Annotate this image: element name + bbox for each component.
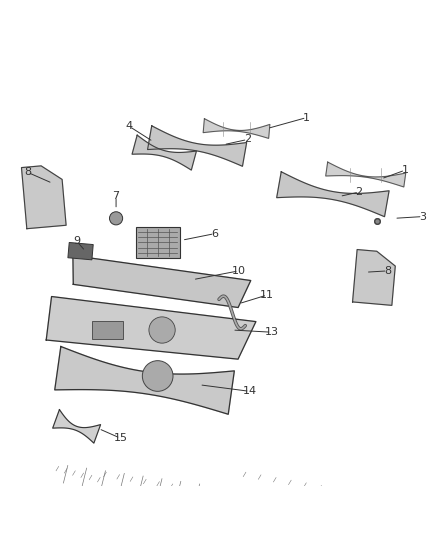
Text: 1: 1 [402,165,409,175]
Text: 3: 3 [419,212,426,222]
Polygon shape [73,255,251,308]
Bar [136,227,180,258]
Text: 4: 4 [126,122,133,131]
Text: 13: 13 [265,327,279,337]
Text: 14: 14 [243,386,257,397]
Circle shape [110,212,123,225]
Text: 8: 8 [384,266,391,276]
Polygon shape [46,296,256,359]
Circle shape [142,361,173,391]
Polygon shape [148,126,247,166]
Text: 2: 2 [244,134,251,144]
Polygon shape [132,135,196,170]
Polygon shape [203,119,270,139]
Text: 10: 10 [232,266,246,276]
Text: 1: 1 [303,112,310,123]
Polygon shape [353,249,395,305]
Polygon shape [55,346,234,414]
Text: 11: 11 [260,290,274,300]
Polygon shape [326,162,406,187]
Text: 15: 15 [113,433,127,443]
Text: 2: 2 [356,187,363,197]
Text: 8: 8 [24,167,31,177]
Circle shape [149,317,175,343]
Bar [68,243,93,260]
Polygon shape [21,166,66,229]
Polygon shape [277,172,389,217]
Text: 6: 6 [211,229,218,239]
Bar [92,321,123,339]
Text: 9: 9 [73,236,80,246]
Polygon shape [53,410,101,443]
Text: 7: 7 [113,191,120,201]
